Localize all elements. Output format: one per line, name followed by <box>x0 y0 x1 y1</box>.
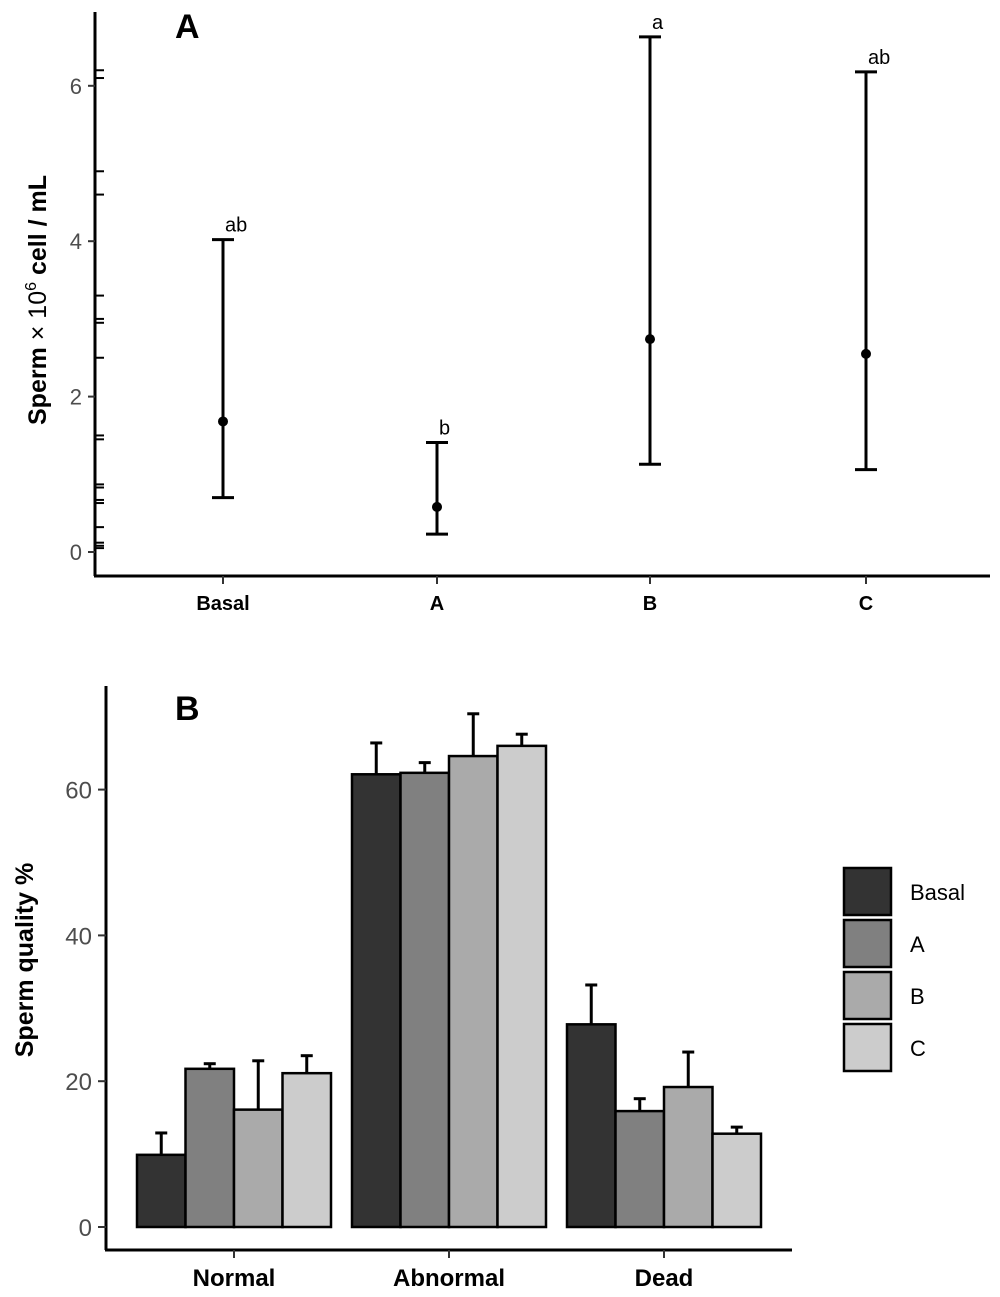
bar-dead-b <box>662 1085 714 1229</box>
legend-swatch-basal <box>842 866 893 917</box>
panel-a-rug <box>95 69 104 550</box>
panel-b-y-ticks: 0 20 40 60 <box>65 778 106 1242</box>
panel-a-points: ab b a ab <box>212 12 890 536</box>
bar-dead-basal <box>565 1023 617 1229</box>
panel-b-letter: B <box>175 690 200 728</box>
panel-b: B 0 20 40 60 Normal Abnormal Dead Basal A B C Sp… <box>11 686 965 1292</box>
bar-abnormal-c <box>496 744 548 1229</box>
x-tick-label: Basal <box>196 593 249 615</box>
x-tick-label: Dead <box>635 1265 694 1292</box>
y-tick-label: 2 <box>70 385 82 410</box>
x-tick-label: Normal <box>193 1265 276 1292</box>
errorbar-point-c: ab <box>855 47 890 472</box>
panel-a-y-title: Sperm × 106 cell / mL <box>23 175 52 425</box>
panel-b-y-title: Sperm quality % <box>11 863 39 1058</box>
significance-label: b <box>439 417 450 439</box>
panel-b-bars <box>135 712 763 1229</box>
errorbar-point-basal: ab <box>212 215 247 500</box>
y-tick-label: 6 <box>70 74 82 99</box>
legend-label: A <box>910 932 925 957</box>
y-tick-label: 4 <box>70 229 82 254</box>
x-tick-label: A <box>430 593 444 615</box>
bar-normal-a <box>184 1067 236 1229</box>
mean-point <box>645 334 655 345</box>
y-title-main: Sperm <box>24 340 52 425</box>
mean-point <box>218 416 228 427</box>
significance-label: a <box>652 12 664 34</box>
bar-dead-c <box>711 1132 763 1229</box>
legend-label: Basal <box>910 880 965 905</box>
bar-dead-a <box>614 1109 666 1229</box>
errorbar-point-b: a <box>639 12 664 466</box>
x-tick-label: B <box>643 593 657 615</box>
panel-b-x-ticks: Normal Abnormal Dead <box>193 1250 694 1292</box>
y-title-rest: cell / mL <box>24 175 52 282</box>
legend-swatch-c <box>842 1022 893 1073</box>
y-tick-label: 0 <box>70 540 82 565</box>
y-tick-label: 40 <box>65 923 92 950</box>
panel-b-legend: Basal A B C <box>842 866 965 1073</box>
panel-a-y-ticks: 0 2 4 6 <box>70 74 95 565</box>
panel-a-letter: A <box>175 8 200 46</box>
bar-abnormal-a <box>399 771 451 1229</box>
legend-label: B <box>910 984 925 1009</box>
y-tick-label: 60 <box>65 778 92 805</box>
legend-swatch-a <box>842 918 893 969</box>
y-tick-label: 20 <box>65 1069 92 1096</box>
svg-text:Sperm × 106 cell / mL: Sperm × 106 cell / mL <box>23 175 52 425</box>
y-tick-label: 0 <box>79 1215 92 1242</box>
panel-a-x-ticks: Basal A B C <box>196 576 873 615</box>
x-tick-label: C <box>859 593 873 615</box>
x-tick-label: Abnormal <box>393 1265 505 1292</box>
legend-swatch-b <box>842 970 893 1021</box>
bar-normal-basal <box>135 1153 187 1229</box>
y-title-times: × 10 <box>24 291 52 340</box>
mean-point <box>861 348 871 359</box>
significance-label: ab <box>225 215 247 237</box>
mean-point <box>432 501 442 512</box>
bar-normal-c <box>281 1071 333 1229</box>
significance-label: ab <box>868 47 890 69</box>
errorbar-point-a: b <box>426 417 450 536</box>
y-title-sup: 6 <box>23 282 40 291</box>
bar-normal-b <box>232 1108 284 1229</box>
legend-label: C <box>910 1036 926 1061</box>
bar-abnormal-basal <box>350 773 402 1229</box>
bar-abnormal-b <box>447 754 499 1229</box>
